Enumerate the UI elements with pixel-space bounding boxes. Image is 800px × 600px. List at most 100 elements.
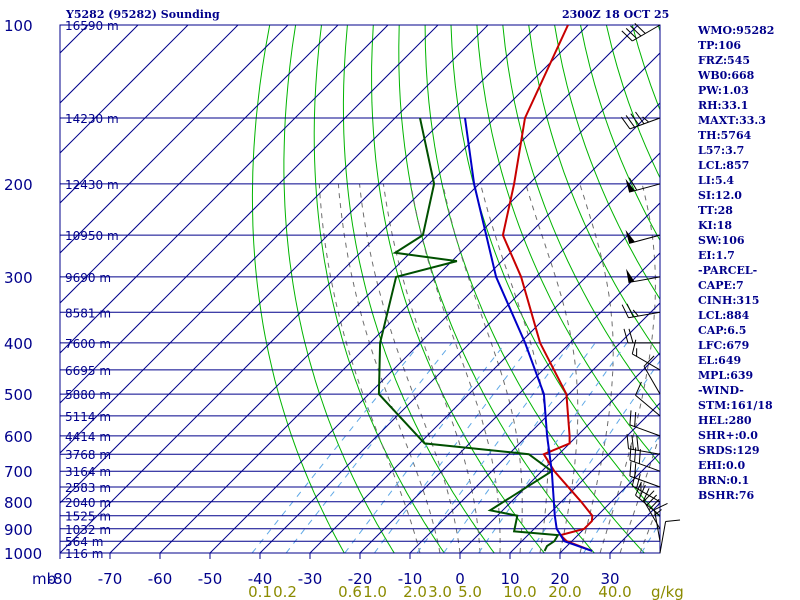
barb-full [626, 434, 629, 449]
index-row: STM:161/18 [698, 399, 773, 412]
isotherm-line [409, 302, 660, 553]
mixing-ratio-label: 0.6 [338, 583, 362, 600]
temperature-tick-label: -80 [48, 570, 73, 588]
moist-adiabat-line [442, 183, 523, 553]
wind-barb [659, 519, 681, 554]
pressure-tick-label: 700 [4, 463, 33, 481]
index-row: EI:1.7 [698, 249, 735, 262]
plot-frame [59, 24, 661, 554]
barb-staff [629, 475, 661, 488]
index-row: KI:18 [698, 219, 733, 232]
index-row: EL:649 [698, 354, 742, 367]
height-label: 564 m [65, 535, 103, 549]
isotherm-line [159, 52, 660, 553]
temperature-tick-label: 0 [455, 570, 465, 588]
isotherm-line [559, 452, 660, 553]
wind-barb [625, 229, 661, 244]
index-row: BRN:0.1 [698, 474, 750, 487]
barb-full [634, 23, 646, 34]
index-row: LCL:884 [698, 309, 750, 322]
mixing-ratio-label: 10.0 [503, 583, 536, 600]
index-row: PW:1.03 [698, 84, 749, 97]
index-row: CAP:6.5 [698, 324, 747, 337]
isotherm-line [60, 25, 389, 354]
index-row: LCL:857 [698, 159, 750, 172]
index-row: CAPE:7 [698, 279, 744, 292]
height-label: 3768 m [65, 448, 111, 462]
barb-full [628, 177, 638, 191]
barb-full [643, 355, 655, 367]
isobars [59, 24, 661, 559]
mixing-ratio-label: 40.0 [598, 583, 631, 600]
barb-full [631, 471, 637, 486]
barb-full [629, 410, 632, 425]
isotherm-line [60, 25, 489, 454]
height-label: 12430 m [65, 178, 119, 192]
barb-full [635, 481, 642, 496]
wind-barb [620, 111, 661, 130]
temperature-tick-label: 10 [500, 570, 519, 588]
barb-staff [628, 311, 661, 319]
isotherm-line [60, 25, 289, 254]
barb-full [630, 25, 642, 37]
isotherm-line [60, 25, 539, 504]
wind-barb [643, 490, 661, 530]
wind-barb [631, 339, 661, 371]
barb-staff [629, 424, 661, 437]
barb-full [635, 111, 645, 125]
height-label: 1032 m [65, 523, 111, 537]
wind-barb [653, 502, 668, 542]
barb-staff [632, 24, 661, 42]
isotherm-line [60, 25, 339, 304]
dry-adiabat-line [398, 25, 595, 553]
mixing-ratio-label: 0.1 [248, 583, 272, 600]
parcel-line [464, 117, 593, 552]
barb-full [631, 434, 634, 450]
barb-staff [635, 394, 661, 417]
barb-staff [635, 494, 661, 517]
isotherm-line [509, 402, 660, 553]
index-row: WB0:668 [698, 69, 755, 82]
sounding-traces [377, 25, 594, 552]
barb-staff [659, 521, 667, 554]
barb-staff [628, 448, 661, 455]
moist-adiabat-line [318, 183, 421, 553]
station-title: Y5282 (95282) Sounding [66, 8, 220, 21]
isotherm-line [359, 252, 660, 553]
temperature-tick-label: -20 [348, 570, 373, 588]
isotherm-line [60, 25, 239, 204]
index-row: TT:28 [698, 204, 733, 217]
barb-half [654, 509, 662, 515]
barb-full [621, 304, 629, 319]
barb-pennant [625, 178, 635, 193]
pressure-tick-label: 400 [4, 335, 33, 353]
barb-full [620, 116, 631, 130]
index-row: LI:5.4 [698, 174, 735, 187]
index-row: SI:12.0 [698, 189, 742, 202]
barb-full [643, 490, 655, 502]
height-label: 1525 m [65, 510, 111, 524]
moist-adiabat-line [619, 432, 660, 553]
mixing-ratio-label: 5.0 [458, 583, 482, 600]
barb-full [646, 494, 657, 506]
index-row: -PARCEL- [698, 264, 758, 277]
barb-full [642, 488, 650, 502]
index-row: MAXT:33.3 [698, 114, 766, 127]
wind-barbs [620, 23, 681, 554]
isotherm-line [309, 202, 660, 553]
barb-full [636, 435, 639, 451]
height-label: 16590 m [65, 19, 119, 33]
pressure-tick-label: 200 [4, 176, 33, 194]
mixing-ratio-label: 2.0 [403, 583, 427, 600]
barb-pennant [625, 229, 635, 244]
temperature-line [501, 25, 594, 552]
barb-staff [629, 117, 661, 130]
index-row: HEL:280 [698, 414, 752, 427]
mixing-ratio-line [373, 342, 533, 553]
wind-barb [629, 410, 661, 437]
barb-staff [628, 276, 661, 283]
index-row: TH:5764 [698, 129, 752, 142]
barb-full [626, 303, 634, 318]
isotherm-line [60, 25, 439, 404]
barb-full [629, 461, 632, 477]
